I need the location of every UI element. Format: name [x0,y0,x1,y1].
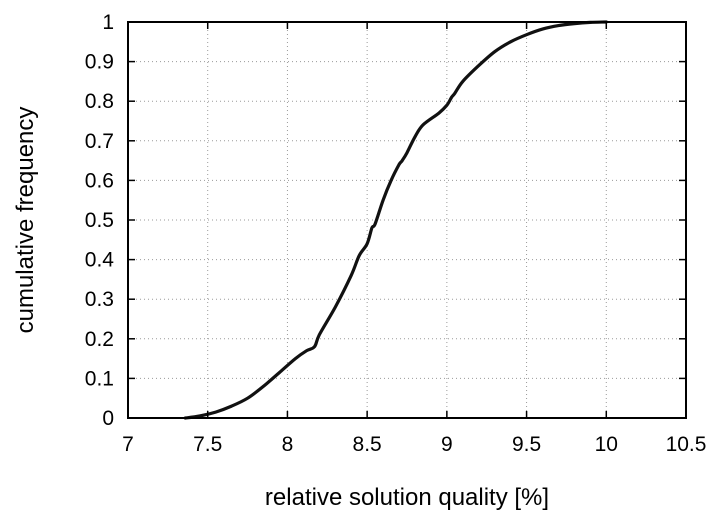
y-tick-labels: 0 0.1 0.2 0.3 0.4 0.5 0.6 0.7 0.8 0.9 1 [85,11,115,430]
y-tick-label: 0.1 [85,367,114,390]
x-axis-title: relative solution quality [%] [265,484,549,511]
y-tick-label: 0.3 [85,288,114,311]
x-tick-label: 8 [282,433,294,456]
x-tick-label: 10 [595,433,618,456]
x-tick-label: 7 [122,433,134,456]
y-tick-label: 0.5 [85,209,114,232]
x-tick-labels: 7 7.5 8 8.5 9 9.5 10 10.5 [122,433,706,456]
y-tick-label: 0 [102,407,114,430]
x-tick-label: 7.5 [193,433,222,456]
series-layer [183,20,608,420]
grid-lines [128,22,686,418]
y-tick-label: 0.2 [85,328,114,351]
y-axis-title: cumulative frequency [12,107,39,334]
cdf-curve [183,20,608,420]
plot-frame [127,21,687,419]
y-tick-label: 1 [102,11,114,34]
x-tick-label: 8.5 [353,433,382,456]
y-tick-label: 0.8 [85,90,114,113]
x-tick-label: 9 [441,433,453,456]
x-tick-label: 9.5 [512,433,541,456]
x-tick-label: 10.5 [666,433,707,456]
y-tick-label: 0.6 [85,169,114,192]
tick-marks [127,21,687,419]
y-tick-label: 0.7 [85,130,114,153]
y-tick-label: 0.9 [85,51,114,74]
y-tick-label: 0.4 [85,249,115,272]
